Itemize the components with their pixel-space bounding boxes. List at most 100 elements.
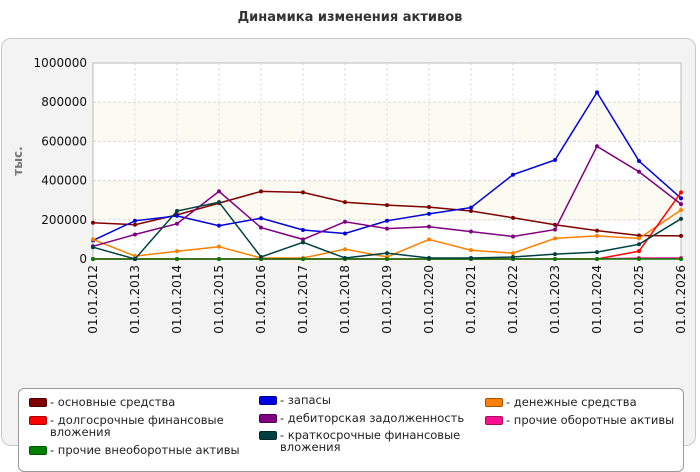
y-axis-label: тыс.: [11, 146, 25, 175]
data-point: [217, 223, 221, 228]
legend-label: - прочие оборотные активы: [506, 413, 675, 427]
plot-area: 0 200000 400000 600000 800000 1000000 01.01.20…: [11, 56, 688, 334]
data-point: [301, 237, 305, 242]
legend-item: - основные средства: [29, 396, 239, 408]
data-point: [595, 257, 599, 261]
legend-label: - краткосрочные финансовые вложения: [280, 428, 461, 454]
data-point: [427, 224, 431, 229]
data-point: [259, 189, 263, 194]
legend-swatch: [259, 431, 277, 440]
legend-swatch: [29, 416, 47, 425]
data-point: [91, 237, 95, 242]
x-tick-label: 01.01.2022: [506, 265, 520, 334]
data-point: [301, 257, 305, 261]
data-point: [175, 249, 179, 254]
data-point: [217, 244, 221, 249]
data-point: [511, 234, 515, 239]
x-tick-label: 01.01.2018: [338, 265, 352, 334]
legend-label: - прочие внеоборотные активы: [50, 443, 240, 457]
chart-panel: 0 200000 400000 600000 800000 1000000 01.01.20…: [1, 38, 696, 472]
data-point: [217, 189, 221, 194]
data-point: [469, 208, 473, 213]
data-point: [553, 257, 557, 261]
data-point: [637, 233, 641, 238]
legend-swatch: [29, 446, 47, 455]
legend-item: - прочие оборотные активы: [485, 414, 680, 426]
data-point: [595, 90, 599, 95]
data-point: [679, 233, 683, 238]
data-point: [679, 202, 683, 207]
y-tick-label: 400000: [41, 174, 87, 188]
y-tick-label: 800000: [41, 95, 87, 109]
data-point: [679, 216, 683, 221]
data-point: [595, 250, 599, 255]
data-point: [259, 225, 263, 230]
y-tick-label: 600000: [41, 134, 87, 148]
data-point: [511, 172, 515, 177]
data-point: [217, 200, 221, 205]
y-tick-label: 1000000: [34, 56, 87, 70]
x-tick-label: 01.01.2023: [548, 265, 562, 334]
chart-title: Динамика изменения активов: [237, 10, 463, 25]
x-tick-label: 01.01.2020: [422, 265, 436, 334]
legend-swatch: [259, 396, 277, 405]
legend-swatch: [485, 416, 503, 425]
data-point: [385, 218, 389, 223]
data-point: [595, 144, 599, 149]
data-point: [553, 252, 557, 257]
data-point: [175, 213, 179, 218]
data-point: [679, 208, 683, 212]
data-point: [217, 257, 221, 261]
data-point: [595, 233, 599, 238]
data-point: [469, 256, 473, 261]
legend-swatch: [485, 398, 503, 407]
data-point: [91, 220, 95, 225]
legend-item: - прочие внеоборотные активы: [29, 444, 249, 456]
legend-item: - дебиторская задолженность: [259, 412, 479, 424]
x-tick-label: 01.01.2013: [128, 265, 142, 334]
data-point: [679, 257, 683, 261]
data-point: [637, 257, 641, 261]
data-point: [133, 257, 137, 261]
data-point: [133, 222, 137, 227]
data-point: [385, 226, 389, 231]
y-tick-label: 0: [79, 252, 87, 266]
data-point: [133, 218, 137, 223]
data-point: [469, 229, 473, 234]
data-point: [427, 237, 431, 242]
legend-item: - долгосрочные финансовые вложения: [29, 414, 239, 438]
legend-label: - долгосрочные финансовые вложения: [50, 413, 224, 439]
x-tick-label: 01.01.2021: [464, 265, 478, 334]
data-point: [259, 216, 263, 221]
legend-item: - запасы: [259, 394, 479, 406]
data-point: [511, 215, 515, 220]
data-point: [385, 251, 389, 256]
x-tick-label: 01.01.2024: [590, 265, 604, 334]
data-point: [175, 257, 179, 261]
data-point: [427, 256, 431, 261]
data-point: [385, 257, 389, 261]
data-point: [553, 227, 557, 232]
x-tick-label: 01.01.2014: [170, 265, 184, 334]
legend-label: - дебиторская задолженность: [280, 411, 465, 425]
legend-swatch: [259, 414, 277, 423]
data-point: [175, 208, 179, 213]
data-point: [553, 236, 557, 241]
data-point: [427, 211, 431, 216]
data-point: [133, 232, 137, 237]
y-tick-label: 200000: [41, 213, 87, 227]
data-point: [343, 231, 347, 236]
data-point: [91, 245, 95, 250]
data-point: [301, 227, 305, 232]
data-point: [637, 242, 641, 247]
data-point: [469, 205, 473, 210]
x-tick-label: 01.01.2017: [296, 265, 310, 334]
data-point: [553, 158, 557, 163]
data-point: [91, 257, 95, 261]
legend-item: - денежные средства: [485, 396, 680, 408]
data-point: [175, 221, 179, 226]
data-point: [679, 190, 683, 195]
data-point: [679, 196, 683, 201]
x-tick-label: 01.01.2012: [86, 265, 100, 334]
data-point: [343, 200, 347, 205]
